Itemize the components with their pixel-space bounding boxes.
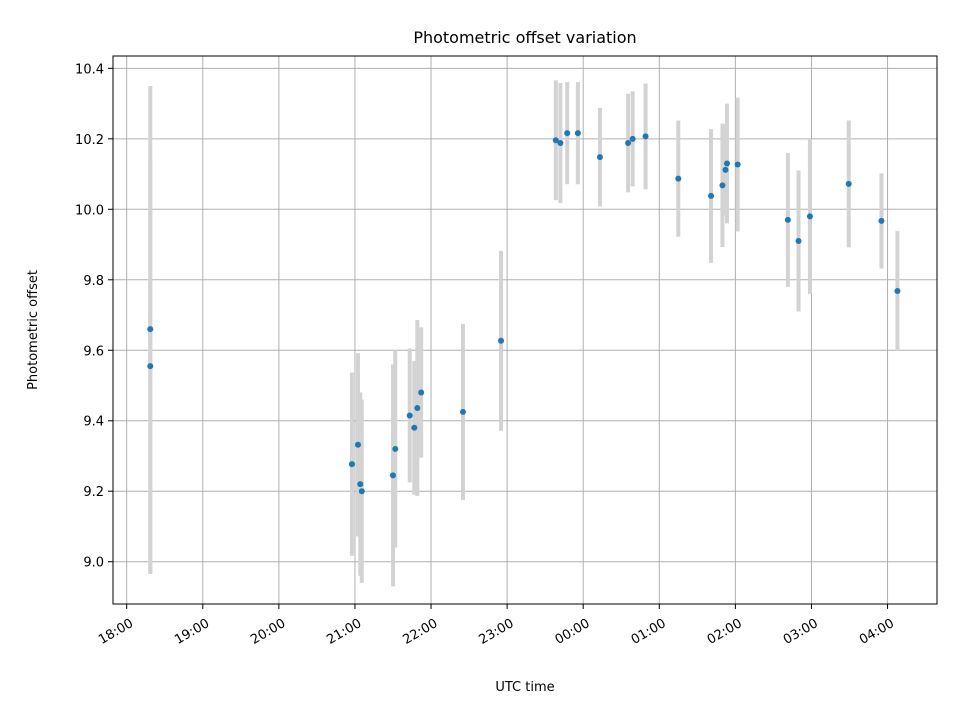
data-point	[564, 130, 571, 137]
y-tick-label: 9.8	[83, 274, 104, 289]
data-point	[574, 130, 581, 137]
data-point	[719, 182, 726, 189]
data-point	[784, 216, 791, 223]
y-tick-label: 10.0	[75, 203, 104, 218]
data-point	[147, 326, 154, 333]
x-axis-ticks: 18:00 19:00 20:00 21:00 22:00 23:00 00:00 01:00…	[96, 604, 897, 648]
data-point	[389, 472, 396, 479]
x-tick-label: 18:00	[96, 616, 136, 648]
data-point	[845, 180, 852, 187]
x-tick-label: 23:00	[477, 616, 517, 648]
y-tick-label: 9.4	[83, 415, 104, 430]
data-point	[414, 405, 421, 412]
data-point	[557, 140, 564, 147]
data-point	[795, 238, 802, 245]
plot-frame	[112, 55, 938, 605]
data-point	[625, 140, 632, 147]
y-tick-label: 9.2	[83, 485, 104, 500]
x-axis-label: UTC time	[495, 680, 554, 695]
data-point	[406, 412, 413, 419]
data-point	[734, 161, 741, 168]
y-tick-label: 10.2	[75, 133, 104, 148]
x-tick-label: 03:00	[781, 616, 821, 648]
data-point	[411, 424, 418, 431]
data-point	[596, 154, 603, 161]
errorbars	[148, 80, 900, 587]
data-points	[147, 130, 901, 495]
data-point	[459, 408, 466, 415]
y-tick-label: 10.4	[75, 62, 104, 77]
y-tick-label: 9.6	[83, 344, 104, 359]
data-point	[392, 445, 399, 452]
x-tick-label: 20:00	[248, 616, 288, 648]
data-point	[358, 488, 365, 495]
x-tick-label: 21:00	[324, 616, 364, 648]
data-point	[722, 166, 729, 173]
y-axis-label: Photometric offset	[26, 270, 41, 390]
data-point	[552, 137, 559, 144]
data-point	[724, 160, 731, 167]
y-tick-label: 9.0	[83, 556, 104, 571]
data-point	[878, 217, 885, 224]
data-point	[418, 389, 425, 396]
data-point	[629, 135, 636, 142]
data-point	[498, 337, 505, 344]
data-point	[354, 441, 361, 448]
data-point	[348, 461, 355, 468]
x-tick-label: 22:00	[400, 616, 440, 648]
x-tick-label: 01:00	[629, 616, 669, 648]
y-axis-ticks: 9.0 9.2 9.4 9.6 9.8 10.0 10.2 10.4	[75, 62, 113, 571]
x-tick-label: 19:00	[172, 616, 212, 648]
x-tick-label: 04:00	[857, 616, 897, 648]
data-point	[642, 133, 649, 140]
data-point	[675, 175, 682, 182]
data-point	[357, 481, 364, 488]
data-point	[894, 288, 901, 295]
chart-title: Photometric offset variation	[413, 28, 636, 47]
data-point	[806, 213, 813, 220]
data-point	[147, 363, 154, 370]
grid	[113, 56, 937, 604]
data-point	[708, 192, 715, 199]
x-tick-label: 02:00	[705, 616, 745, 648]
x-tick-label: 00:00	[553, 616, 593, 648]
